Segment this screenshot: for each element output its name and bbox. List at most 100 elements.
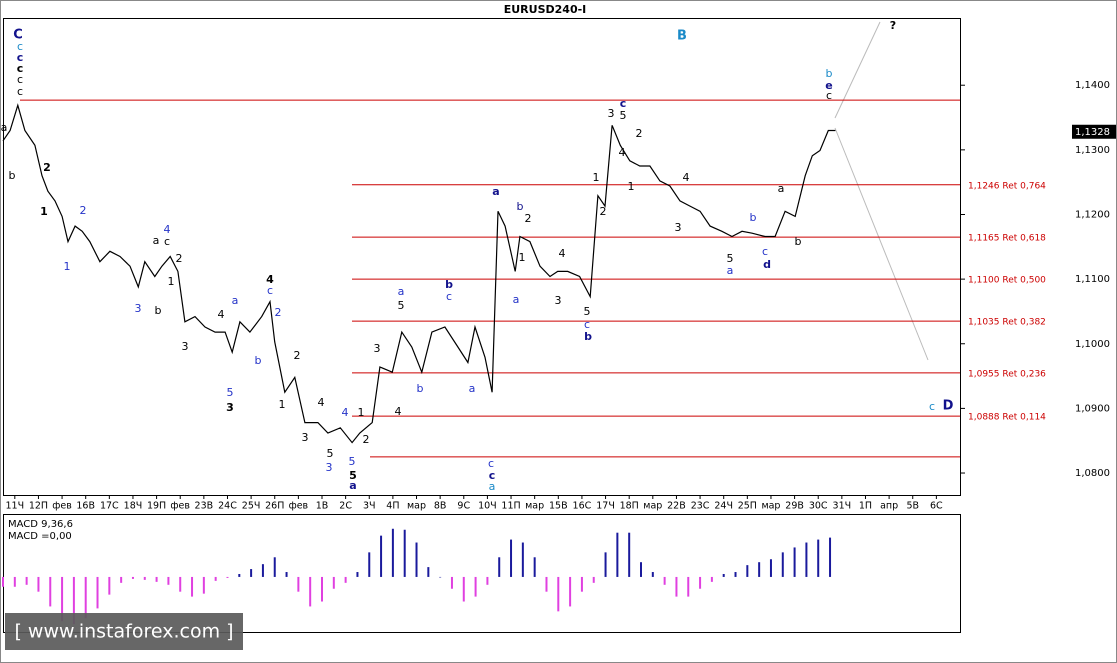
- wave-label: 5: [349, 469, 357, 482]
- x-tick-label: 16С: [573, 501, 592, 512]
- macd-bar: [675, 576, 678, 597]
- wave-label: 3: [326, 461, 333, 474]
- macd-bar: [344, 576, 347, 583]
- x-tick-label: 25Ч: [242, 501, 261, 512]
- last-price-label: 1,1328: [1075, 127, 1110, 138]
- macd-bar: [191, 576, 194, 597]
- wave-label: 4: [559, 247, 566, 260]
- macd-plot-frame: [3, 514, 961, 633]
- wave-label: c: [488, 457, 494, 470]
- x-tick-label: 17Ч: [596, 501, 615, 512]
- x-tick-label: фев: [170, 501, 190, 512]
- wave-label: 2: [636, 127, 643, 140]
- macd-bar: [2, 576, 4, 587]
- macd-bar: [238, 573, 241, 577]
- macd-bar: [84, 576, 87, 619]
- wave-label: 4: [318, 396, 325, 409]
- macd-bar: [699, 576, 702, 589]
- wave-label: c: [762, 245, 768, 258]
- wave-label: b: [750, 211, 757, 224]
- wave-label: 3: [135, 302, 142, 315]
- macd-bar: [72, 576, 75, 625]
- wave-label: ?: [890, 19, 896, 32]
- wave-label: 3: [182, 340, 189, 353]
- wave-label: c: [17, 73, 23, 86]
- x-tick-label: 24Ч: [714, 501, 733, 512]
- x-tick-label: 26П: [265, 501, 284, 512]
- x-tick-label: 23С: [691, 501, 710, 512]
- wave-label: 2: [43, 161, 51, 174]
- wave-label: 3: [226, 401, 234, 414]
- wave-label: a: [778, 182, 785, 195]
- macd-bar: [663, 576, 666, 585]
- macd-bar: [167, 576, 170, 585]
- wave-label: b: [255, 354, 262, 367]
- macd-bar: [214, 576, 217, 581]
- macd-bar: [474, 576, 477, 597]
- wave-label: a: [492, 185, 499, 198]
- wave-label: b: [9, 169, 16, 182]
- level-label: 1,1035 Ret 0,382: [968, 318, 1046, 328]
- x-tick-label: 5В: [906, 501, 919, 512]
- macd-bar: [817, 539, 820, 577]
- wave-label: 2: [294, 349, 301, 362]
- level-label: 1,1100 Ret 0,500: [968, 276, 1046, 286]
- macd-bar: [746, 565, 749, 577]
- wave-label: 1: [358, 406, 365, 419]
- wave-label: c: [929, 400, 935, 413]
- macd-bar: [61, 576, 64, 622]
- wave-label: B: [677, 29, 687, 44]
- wave-label: c: [620, 97, 627, 110]
- x-tick-label: мар: [407, 501, 426, 512]
- macd-value: MACD =0,00: [8, 531, 72, 542]
- macd-bar: [569, 576, 572, 607]
- wave-label: a: [153, 234, 160, 247]
- wave-label: 1: [519, 251, 526, 264]
- wave-label: c: [17, 51, 24, 64]
- wave-label: c: [584, 318, 590, 331]
- macd-bar: [580, 576, 583, 592]
- macd-bar: [805, 542, 808, 577]
- wave-label: 2: [363, 433, 370, 446]
- x-tick-label: мар: [643, 501, 662, 512]
- wave-label: 1: [628, 180, 635, 193]
- wave-label: a: [1, 121, 8, 134]
- macd-bar: [498, 557, 501, 577]
- x-tick-label: 2С: [339, 501, 352, 512]
- macd-bar: [722, 573, 725, 577]
- wave-label: C: [13, 28, 23, 43]
- macd-bar: [510, 539, 513, 577]
- x-tick-label: 15В: [549, 501, 568, 512]
- wave-label: 2: [275, 306, 282, 319]
- x-tick-label: 22В: [667, 501, 686, 512]
- wave-label: D: [943, 399, 954, 414]
- macd-bar: [415, 542, 418, 577]
- macd-bar: [758, 562, 761, 577]
- last-price-box: [1072, 124, 1116, 139]
- macd-bar: [261, 564, 264, 577]
- wave-label: a: [727, 264, 734, 277]
- x-tick-label: фев: [289, 501, 309, 512]
- wave-label: 5: [227, 386, 234, 399]
- macd-bar: [332, 576, 335, 589]
- macd-bar: [710, 576, 713, 582]
- level-label: 1,1246 Ret 0,764: [968, 181, 1046, 191]
- watermark: [ www.instaforex.com ]: [14, 621, 233, 643]
- level-label: 1,1165 Ret 0,618: [968, 234, 1046, 244]
- wave-label: b: [584, 330, 592, 343]
- macd-bar: [651, 572, 654, 577]
- macd-bar: [391, 528, 394, 577]
- wave-label: e: [825, 79, 832, 92]
- wave-label: c: [267, 284, 273, 297]
- wave-label: 1: [64, 260, 71, 273]
- y-tick-label: 1,0800: [1075, 468, 1110, 479]
- macd-bar: [179, 576, 182, 592]
- wave-label: a: [232, 294, 239, 307]
- wave-label: a: [489, 480, 496, 493]
- wave-label: 3: [675, 221, 682, 234]
- wave-label: 1: [40, 205, 48, 218]
- macd-bar: [545, 576, 548, 592]
- wave-label: 2: [176, 252, 183, 265]
- x-tick-label: апр: [880, 501, 898, 512]
